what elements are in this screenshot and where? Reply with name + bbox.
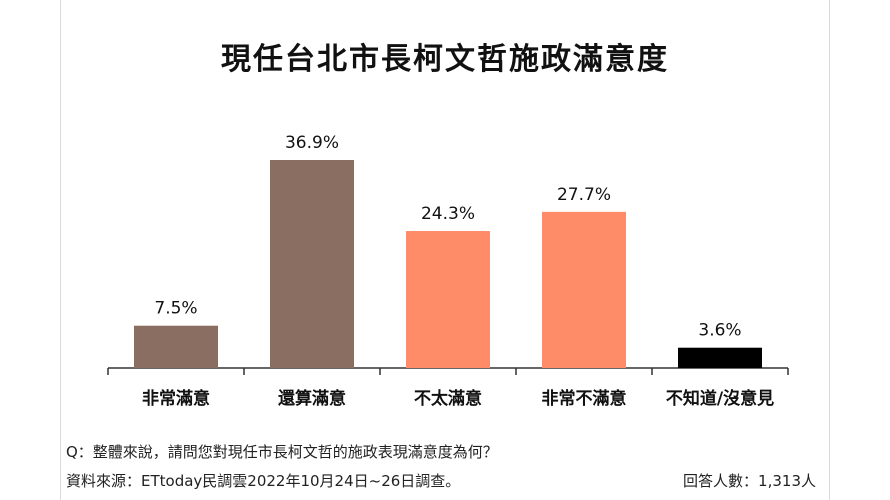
value-label-1: 7.5% (154, 299, 197, 319)
bar-1 (134, 325, 218, 368)
data-source: 資料來源：ETtoday民調雲2022年10月24日~26日調查。 (66, 472, 461, 490)
category-label-2: 還算滿意 (278, 388, 346, 409)
value-label-2: 36.9% (285, 133, 339, 153)
bar-3 (406, 231, 490, 368)
category-label-3: 不太滿意 (414, 388, 482, 409)
category-label-1: 非常滿意 (142, 388, 210, 409)
category-label-5: 不知道/沒意見 (666, 388, 774, 409)
respondent-count: 回答人數：1,313人 (683, 472, 816, 490)
x-axis-ticks (107, 368, 789, 375)
value-label-5: 3.6% (698, 321, 741, 341)
value-label-4: 27.7% (557, 185, 611, 205)
category-label-4: 非常不滿意 (542, 388, 627, 409)
bars-group (134, 160, 762, 368)
category-labels-group: 非常滿意 還算滿意 不太滿意 非常不滿意 不知道/沒意見 (142, 388, 774, 409)
bar-4 (542, 211, 626, 368)
bar-5 (678, 347, 762, 368)
survey-question: Q：整體來說，請問您對現任市長柯文哲的施政表現滿意度為何？ (66, 443, 498, 461)
chart-title: 現任台北市長柯文哲施政滿意度 (221, 42, 669, 77)
value-label-3: 24.3% (421, 204, 475, 224)
value-labels-group: 7.5% 36.9% 24.3% 27.7% 3.6% (154, 133, 741, 341)
bar-2 (270, 160, 354, 368)
